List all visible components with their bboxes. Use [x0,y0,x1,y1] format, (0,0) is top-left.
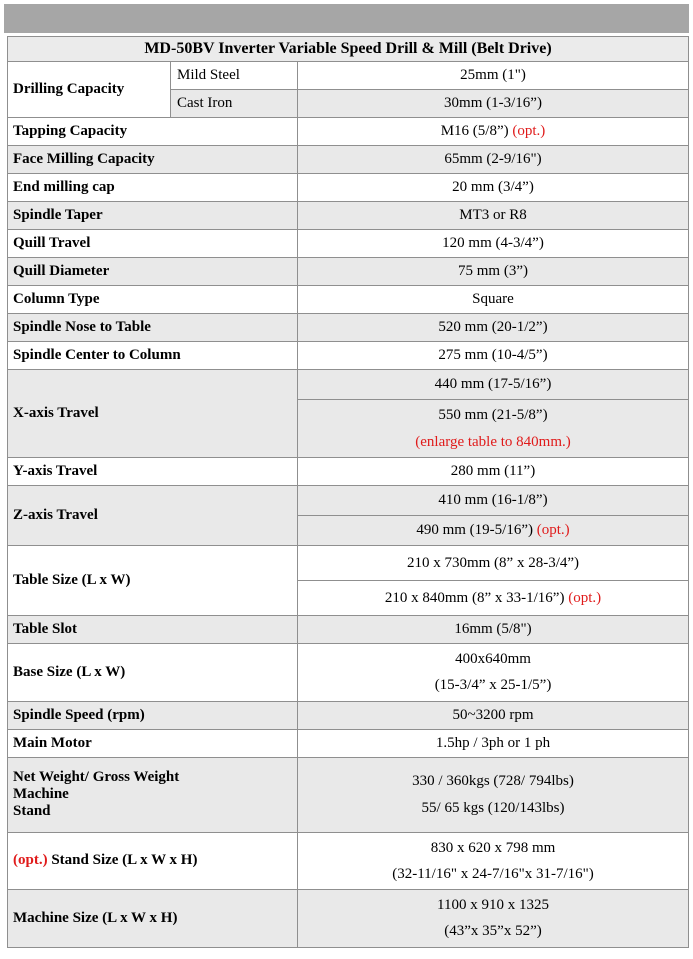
stand-size-label: (opt.) Stand Size (L x W x H) [7,831,298,890]
spindle-center-value: 275 mm (10-4/5”) [296,341,690,370]
column-type-value: Square [296,285,690,314]
z-axis-value-2-text: 490 mm (19-5/16”) [416,522,533,538]
machine-size-value: 1100 x 910 x 1325 (43”x 35”x 52”) [296,889,690,948]
row-spindle-center: Spindle Center to Column 275 mm (10-4/5”… [7,341,690,370]
x-axis-label: X-axis Travel [7,369,298,458]
row-table-size-1: Table Size (L x W) 210 x 730mm (8” x 28-… [7,545,690,616]
spindle-speed-label: Spindle Speed (rpm) [7,700,298,730]
row-spindle-taper: Spindle Taper MT3 or R8 [7,201,690,230]
main-motor-label: Main Motor [7,728,298,758]
base-size-label: Base Size (L x W) [7,643,298,702]
weight-label-line2: Machine [13,786,69,802]
row-quill-travel: Quill Travel 120 mm (4-3/4”) [7,229,690,258]
row-drilling-cast-iron: Cast Iron 30mm (1-3/16”) [8,89,690,118]
row-y-axis: Y-axis Travel 280 mm (11”) [7,457,690,486]
row-drilling-mild-steel: Drilling Capacity Mild Steel 25mm (1") [7,61,690,118]
z-axis-value-1: 410 mm (16-1/8”) [296,485,690,516]
row-main-motor: Main Motor 1.5hp / 3ph or 1 ph [7,728,690,758]
row-z-axis-2: 490 mm (19-5/16”) (opt.) [8,515,690,546]
cast-iron-value: 30mm (1-3/16”) [296,89,690,118]
row-tapping-capacity: Tapping Capacity M16 (5/8”) (opt.) [7,117,690,146]
quill-diameter-value: 75 mm (3”) [296,257,690,286]
face-milling-label: Face Milling Capacity [7,145,298,174]
title-row: MD-50BV Inverter Variable Speed Drill & … [6,36,690,62]
table-slot-label: Table Slot [7,615,298,644]
table-slot-value: 16mm (5/8") [296,615,690,644]
spindle-speed-value: 50~3200 rpm [296,700,690,730]
row-spindle-speed: Spindle Speed (rpm) 50~3200 rpm [7,700,690,730]
tapping-value-text: M16 (5/8”) [440,123,509,139]
x-axis-value-2: 550 mm (21-5/8”) (enlarge table to 840mm… [296,399,690,458]
spindle-taper-label: Spindle Taper [7,201,298,230]
tapping-capacity-value: M16 (5/8”) (opt.) [296,117,690,146]
row-quill-diameter: Quill Diameter 75 mm (3”) [7,257,690,286]
base-size-line1: 400x640mm [455,651,531,667]
weight-value: 330 / 360kgs (728/ 794lbs) 55/ 65 kgs (1… [296,756,690,833]
x-axis-enlarge-note: (enlarge table to 840mm.) [415,433,571,450]
row-machine-size: Machine Size (L x W x H) 1100 x 910 x 13… [7,889,690,948]
quill-travel-label: Quill Travel [7,229,298,258]
end-milling-value: 20 mm (3/4”) [296,173,690,202]
machine-size-line1: 1100 x 910 x 1325 [437,897,549,913]
table-size-label: Table Size (L x W) [7,545,298,616]
tapping-capacity-label: Tapping Capacity [7,117,298,146]
main-motor-value: 1.5hp / 3ph or 1 ph [296,728,690,758]
spec-table: MD-50BV Inverter Variable Speed Drill & … [6,36,690,948]
end-milling-label: End milling cap [7,173,298,202]
machine-size-line2: (43”x 35”x 52”) [444,923,542,940]
row-x-axis-1: X-axis Travel 440 mm (17-5/16”) [7,369,690,458]
row-end-milling: End milling cap 20 mm (3/4”) [7,173,690,202]
z-axis-value-2: 490 mm (19-5/16”) (opt.) [296,515,690,546]
weight-label-line1: Net Weight/ Gross Weight [13,769,180,785]
y-axis-label: Y-axis Travel [7,457,298,486]
stand-size-opt-note: (opt.) [13,852,48,869]
row-stand-size: (opt.) Stand Size (L x W x H) 830 x 620 … [7,831,690,890]
column-type-label: Column Type [7,285,298,314]
weight-label: Net Weight/ Gross Weight Machine Stand [7,756,298,833]
cast-iron-label: Cast Iron [170,89,298,118]
table-size-opt-note: (opt.) [568,589,602,606]
top-gray-band [4,4,689,33]
table-title: MD-50BV Inverter Variable Speed Drill & … [6,36,690,62]
row-spindle-nose: Spindle Nose to Table 520 mm (20-1/2”) [7,313,690,342]
face-milling-value: 65mm (2-9/16") [296,145,690,174]
spindle-nose-label: Spindle Nose to Table [7,313,298,342]
quill-diameter-label: Quill Diameter [7,257,298,286]
z-axis-opt-note: (opt.) [536,522,570,538]
row-table-size-2: 210 x 840mm (8” x 33-1/16”) (opt.) [8,580,690,616]
table-size-value-2: 210 x 840mm (8” x 33-1/16”) (opt.) [296,580,690,616]
machine-size-label: Machine Size (L x W x H) [7,889,298,948]
tapping-opt-note: (opt.) [512,123,546,139]
drilling-capacity-label: Drilling Capacity [7,61,171,118]
spindle-taper-value: MT3 or R8 [296,201,690,230]
quill-travel-value: 120 mm (4-3/4”) [296,229,690,258]
row-base-size: Base Size (L x W) 400x640mm (15-3/4” x 2… [7,643,690,702]
base-size-value: 400x640mm (15-3/4” x 25-1/5”) [296,643,690,702]
row-table-slot: Table Slot 16mm (5/8") [7,615,690,644]
row-face-milling: Face Milling Capacity 65mm (2-9/16") [7,145,690,174]
stand-size-line2: (32-11/16" x 24-7/16"x 31-7/16") [392,865,594,882]
table-size-value-2-text: 210 x 840mm (8” x 33-1/16”) [384,589,565,606]
x-axis-value-1: 440 mm (17-5/16”) [296,369,690,400]
z-axis-label: Z-axis Travel [7,485,298,546]
x-axis-value-2-text: 550 mm (21-5/8”) [438,407,548,424]
stand-size-value: 830 x 620 x 798 mm (32-11/16" x 24-7/16"… [296,831,690,890]
table-size-value-1: 210 x 730mm (8” x 28-3/4”) [296,545,690,581]
row-weight: Net Weight/ Gross Weight Machine Stand 3… [7,756,690,833]
weight-label-line3: Stand [13,803,51,819]
row-z-axis-1: Z-axis Travel 410 mm (16-1/8”) [7,485,690,546]
stand-size-line1: 830 x 620 x 798 mm [430,839,556,856]
row-column-type: Column Type Square [7,285,690,314]
y-axis-value: 280 mm (11”) [296,457,690,486]
weight-value-line1: 330 / 360kgs (728/ 794lbs) [412,773,574,790]
stand-size-label-text: Stand Size (L x W x H) [51,852,198,869]
spindle-nose-value: 520 mm (20-1/2”) [296,313,690,342]
base-size-line2: (15-3/4” x 25-1/5”) [434,677,552,694]
mild-steel-value: 25mm (1") [296,61,690,90]
spindle-center-label: Spindle Center to Column [7,341,298,370]
weight-value-line2: 55/ 65 kgs (120/143lbs) [421,799,565,816]
mild-steel-label: Mild Steel [170,61,298,90]
